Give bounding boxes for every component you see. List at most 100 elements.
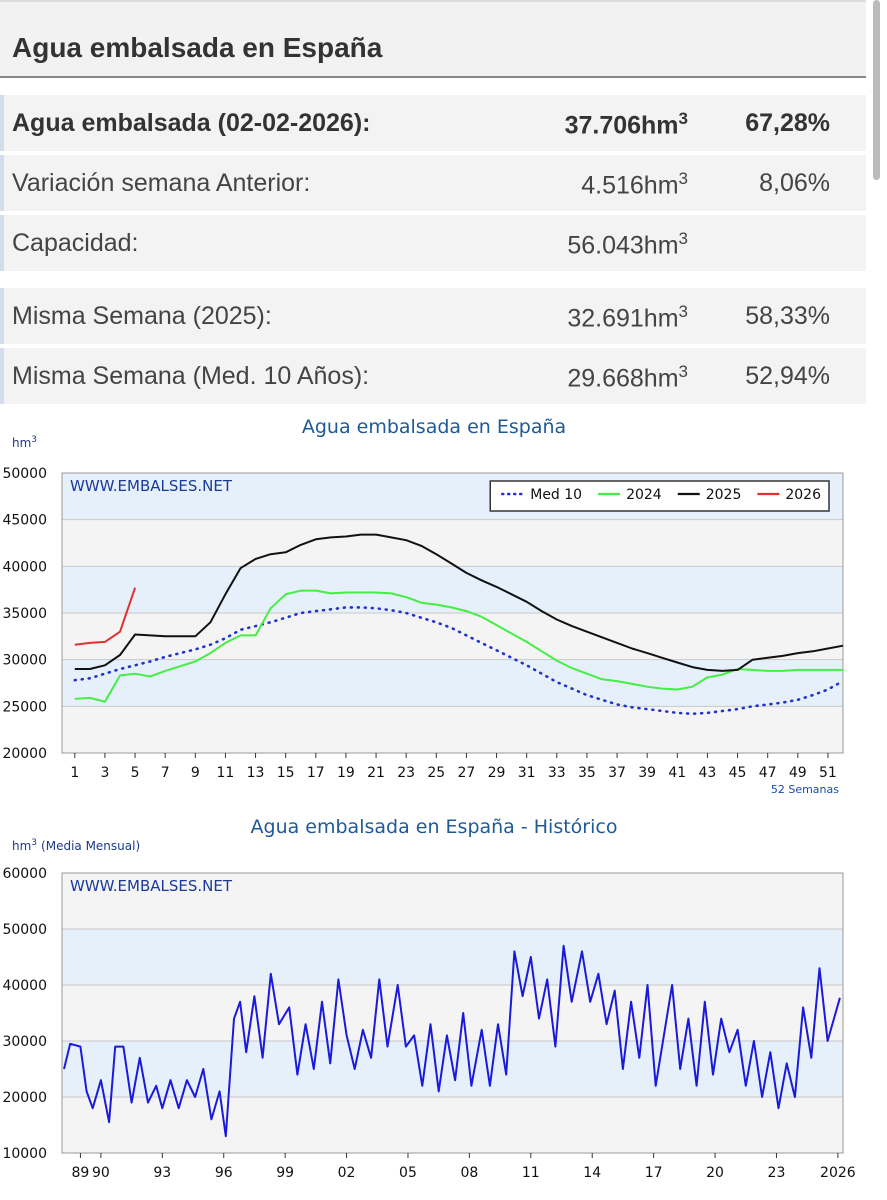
y-unit-note: (Media Mensual)	[41, 839, 140, 853]
value-unit: hm	[643, 171, 679, 200]
row-percent: 67,28%	[745, 109, 830, 137]
x-tick-label: 93	[153, 1165, 171, 1181]
x-tick-label: 90	[92, 1165, 110, 1181]
x-tick-label: 3	[100, 765, 109, 781]
x-tick-label: 19	[337, 765, 355, 781]
plot-band	[62, 659, 843, 707]
x-tick-label: 23	[768, 1165, 786, 1181]
x-tick-label: 11	[217, 765, 235, 781]
y-unit-exp: 3	[31, 435, 37, 445]
y-unit-text: hm	[12, 436, 31, 450]
x-tick-label: 20	[706, 1165, 724, 1181]
y-tick-label: 20000	[2, 746, 47, 762]
x-tick-label: 9	[191, 765, 200, 781]
legend-label: 2024	[626, 487, 662, 503]
y-unit: hm3	[12, 435, 37, 450]
value-unit-exp: 3	[678, 109, 688, 128]
watermark: WWW.EMBALSES.NET	[70, 477, 233, 495]
x-tick-label: 41	[668, 765, 686, 781]
plot-band	[62, 566, 843, 613]
row-value: 56.043hm3	[567, 229, 688, 260]
y-unit-exp: 3	[31, 838, 37, 848]
value-number: 32.691	[567, 304, 644, 333]
x-tick-label: 43	[699, 765, 717, 781]
x-tick-label: 5	[131, 765, 140, 781]
chart-title: Agua embalsada en España	[302, 416, 566, 438]
legend-label: Med 10	[530, 487, 582, 503]
table-row: Misma Semana (Med. 10 Años): 29.668hm3 52,…	[0, 348, 866, 404]
row-percent: 52,94%	[745, 362, 830, 390]
x-tick-label: 02	[338, 1165, 356, 1181]
legend-box	[489, 480, 830, 512]
x-tick-label: 99	[276, 1165, 294, 1181]
plot-band	[62, 873, 843, 929]
y-tick-label: 25000	[2, 699, 47, 715]
legend-label: 2026	[785, 487, 821, 503]
value-unit: hm	[641, 111, 679, 140]
row-label: Capacidad:	[12, 229, 139, 257]
x-tick-label: 49	[789, 765, 807, 781]
x-tick-label: 17	[645, 1165, 663, 1181]
row-value: 32.691hm3	[567, 302, 688, 333]
value-unit: hm	[643, 364, 679, 393]
scrollbar[interactable]	[873, 0, 880, 180]
y-tick-label: 60000	[2, 866, 47, 882]
data-line	[74, 587, 137, 646]
header: Agua embalsada en España	[0, 0, 866, 78]
x-tick-label: 31	[518, 765, 536, 781]
value-unit-exp: 3	[678, 302, 688, 321]
data-line	[74, 533, 844, 672]
x-tick-label: 27	[458, 765, 476, 781]
x-tick-label: 2026	[820, 1165, 856, 1181]
x-tick-label: 1	[70, 765, 79, 781]
legend-label: 2025	[706, 487, 742, 503]
x-axis-label: 52 Semanas	[771, 783, 839, 796]
table-row: Variación semana Anterior: 4.516hm3 8,06%	[0, 155, 866, 211]
row-percent: 58,33%	[745, 302, 830, 330]
x-tick-label: 23	[397, 765, 415, 781]
y-tick-label: 50000	[2, 466, 47, 482]
plot-frame	[61, 472, 844, 754]
row-value: 29.668hm3	[567, 362, 688, 393]
x-tick-label: 14	[583, 1165, 601, 1181]
y-tick-label: 20000	[2, 1090, 47, 1106]
x-tick-label: 45	[729, 765, 747, 781]
plot-band	[62, 985, 843, 1041]
row-label: Variación semana Anterior:	[12, 169, 311, 197]
y-tick-label: 45000	[2, 513, 47, 529]
value-unit: hm	[643, 304, 679, 333]
x-tick-label: 7	[161, 765, 170, 781]
plot-band	[62, 929, 843, 985]
y-tick-label: 40000	[2, 559, 47, 575]
y-tick-label: 50000	[2, 922, 47, 938]
value-unit-exp: 3	[678, 229, 688, 248]
plot-frame	[61, 872, 844, 1154]
header-title: Agua embalsada en España	[12, 32, 383, 63]
x-tick-label: 39	[638, 765, 656, 781]
y-tick-label: 40000	[2, 978, 47, 994]
row-label: Agua embalsada (02-02-2026):	[12, 109, 371, 137]
x-tick-label: 96	[215, 1165, 233, 1181]
x-tick-label: 21	[367, 765, 385, 781]
row-label: Misma Semana (Med. 10 Años):	[12, 362, 370, 390]
y-tick-label: 10000	[2, 1146, 47, 1162]
chart-title: Agua embalsada en España - Histórico	[251, 816, 618, 838]
plot-band	[62, 706, 843, 753]
value-number: 29.668	[567, 364, 644, 393]
x-tick-label: 29	[488, 765, 506, 781]
x-tick-label: 13	[247, 765, 265, 781]
data-line	[63, 944, 841, 1138]
plot-band	[62, 1097, 843, 1153]
x-tick-label: 33	[548, 765, 566, 781]
x-tick-label: 17	[307, 765, 325, 781]
plot-band	[62, 519, 843, 567]
row-label: Misma Semana (2025):	[12, 302, 272, 330]
value-number: 4.516	[581, 171, 644, 200]
y-unit: hm3 (Media Mensual)	[12, 838, 140, 853]
x-tick-label: 37	[608, 765, 626, 781]
data-line	[73, 606, 845, 716]
x-tick-label: 08	[460, 1165, 478, 1181]
data-line	[74, 589, 843, 703]
